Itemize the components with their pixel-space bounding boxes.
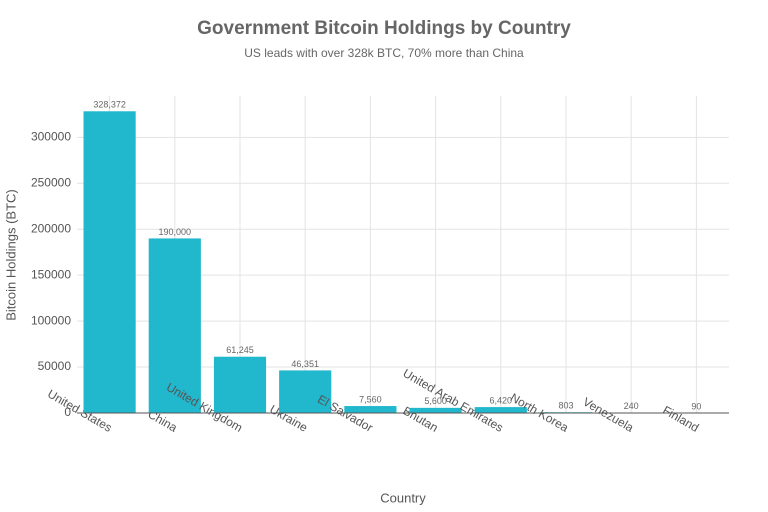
bar [148,238,201,413]
data-label: 328,372 [93,100,126,110]
data-label: 7,560 [359,394,382,404]
data-label: 46,351 [291,359,319,369]
y-tick-label: 100000 [31,313,71,327]
bar [474,407,527,413]
bar [344,406,397,413]
data-label: 90 [691,401,701,411]
data-label: 6,420 [490,395,513,405]
data-label: 803 [558,401,573,411]
bar [279,370,332,413]
y-axis-title: Bitcoin Holdings (BTC) [3,189,18,321]
data-label: 240 [624,401,639,411]
data-label: 61,245 [226,345,254,355]
y-tick-label: 150000 [31,267,71,281]
y-tick-label: 0 [64,405,71,419]
chart-title: Government Bitcoin Holdings by Country [197,18,571,39]
bar [83,111,136,414]
data-label: 190,000 [159,227,192,237]
y-tick-label: 250000 [31,175,71,189]
chart-subtitle: US leads with over 328k BTC, 70% more th… [244,46,524,60]
y-tick-label: 300000 [31,130,71,144]
bar [213,356,267,413]
data-label: 5,600 [424,396,447,406]
bar [409,407,462,413]
y-tick-label: 50000 [38,359,72,373]
x-axis-title: Country [380,490,426,505]
y-tick-label: 200000 [31,221,71,235]
